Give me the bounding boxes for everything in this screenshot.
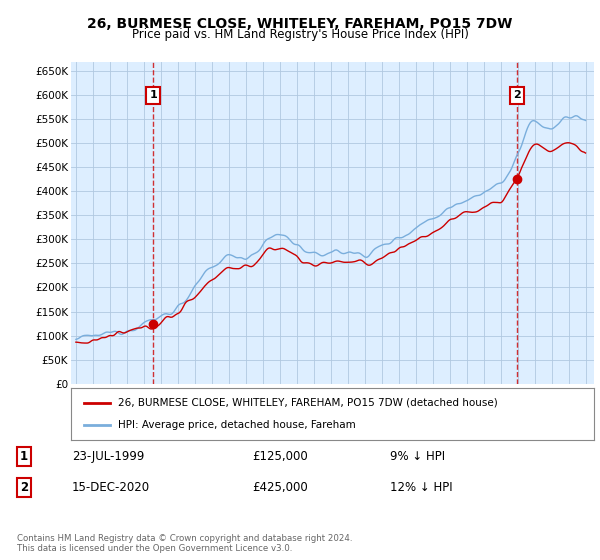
Text: 2: 2	[20, 480, 28, 494]
Text: Contains HM Land Registry data © Crown copyright and database right 2024.
This d: Contains HM Land Registry data © Crown c…	[17, 534, 352, 553]
Text: 26, BURMESE CLOSE, WHITELEY, FAREHAM, PO15 7DW: 26, BURMESE CLOSE, WHITELEY, FAREHAM, PO…	[88, 17, 512, 31]
Text: 9% ↓ HPI: 9% ↓ HPI	[390, 450, 445, 463]
Text: Price paid vs. HM Land Registry's House Price Index (HPI): Price paid vs. HM Land Registry's House …	[131, 28, 469, 41]
Text: 2: 2	[513, 90, 521, 100]
Text: £425,000: £425,000	[252, 480, 308, 494]
Text: 12% ↓ HPI: 12% ↓ HPI	[390, 480, 452, 494]
Text: 23-JUL-1999: 23-JUL-1999	[72, 450, 145, 463]
Text: 1: 1	[20, 450, 28, 463]
Text: 26, BURMESE CLOSE, WHITELEY, FAREHAM, PO15 7DW (detached house): 26, BURMESE CLOSE, WHITELEY, FAREHAM, PO…	[118, 398, 497, 408]
Text: £125,000: £125,000	[252, 450, 308, 463]
Text: HPI: Average price, detached house, Fareham: HPI: Average price, detached house, Fare…	[118, 420, 356, 430]
Text: 1: 1	[149, 90, 157, 100]
Text: 15-DEC-2020: 15-DEC-2020	[72, 480, 150, 494]
